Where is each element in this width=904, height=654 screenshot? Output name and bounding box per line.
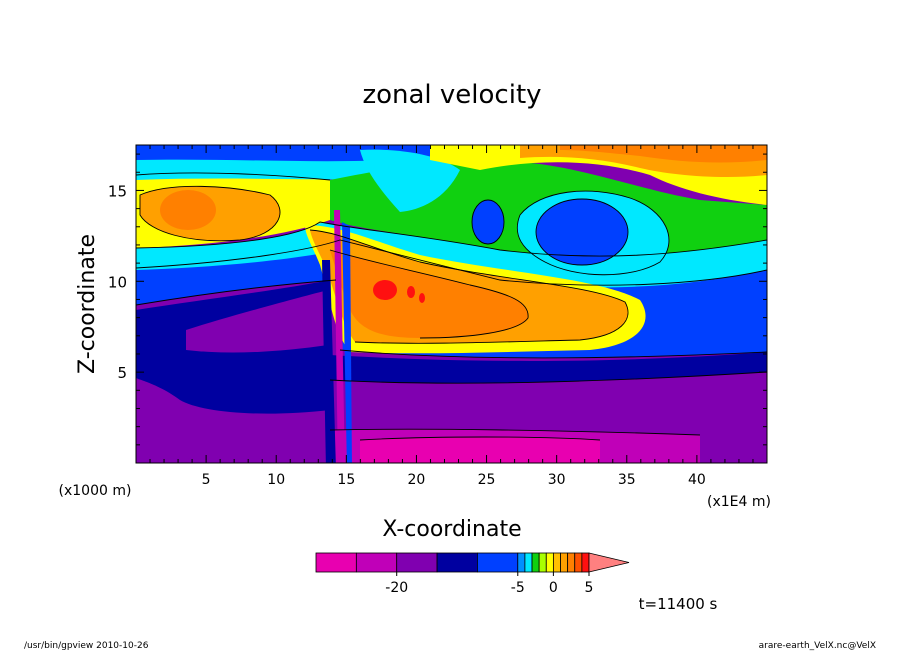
contour-field bbox=[136, 145, 767, 463]
band-mid-purple bbox=[186, 290, 328, 353]
jet-core-red bbox=[373, 280, 397, 300]
top-left-cyan bbox=[136, 158, 430, 180]
colorbar-box bbox=[436, 552, 478, 573]
band-lower-pink bbox=[360, 437, 600, 463]
colorbar-label: 0 bbox=[549, 580, 558, 596]
y-axis-ticks: 5 10 15 bbox=[108, 153, 767, 446]
footer-left: /usr/bin/gpview 2010-10-26 bbox=[24, 641, 149, 651]
wave-stripe-1 bbox=[322, 260, 336, 463]
x-tick-label: 40 bbox=[688, 472, 706, 488]
y-tick-label: 10 bbox=[108, 273, 127, 291]
colorbar-box bbox=[355, 552, 398, 573]
x-tick-label: 30 bbox=[548, 472, 566, 488]
colorbar-box bbox=[396, 552, 438, 573]
colorbar-box bbox=[531, 552, 540, 573]
colorbar-box bbox=[538, 552, 547, 573]
wave-stripe-2 bbox=[334, 210, 345, 463]
y-tick-label: 15 bbox=[108, 182, 127, 200]
cyan-near-x21 bbox=[360, 149, 460, 212]
colorbar-box bbox=[545, 552, 554, 573]
x-tick-label: 35 bbox=[618, 472, 636, 488]
colorbar-box bbox=[560, 552, 569, 573]
x-units-label: (x1E4 m) bbox=[707, 494, 771, 510]
x-tick-label: 5 bbox=[202, 472, 211, 488]
jet-core-red-3 bbox=[419, 293, 425, 303]
time-annotation: t=11400 s bbox=[639, 595, 718, 613]
colorbar bbox=[315, 552, 630, 573]
colorbar-box bbox=[581, 552, 590, 573]
footer-right: arare-earth_VelX.nc@VelX bbox=[758, 641, 876, 651]
x-axis-ticks: 5 10 15 20 25 30 35 40 bbox=[149, 145, 754, 488]
plot-frame bbox=[135, 144, 768, 464]
jet-core-red-2 bbox=[407, 286, 415, 298]
colorbar-box bbox=[552, 552, 561, 573]
blue-cell-x26 bbox=[472, 200, 504, 244]
colorbar-label: 5 bbox=[585, 580, 594, 596]
x-axis-label: X-coordinate bbox=[382, 517, 521, 542]
colorbar-box bbox=[517, 552, 526, 573]
colorbar-box bbox=[574, 552, 583, 573]
colorbar-overflow-arrow bbox=[588, 552, 630, 573]
y-tick-label: 5 bbox=[117, 364, 127, 382]
x-tick-label: 15 bbox=[337, 472, 355, 488]
upper-right-deep-orange bbox=[560, 145, 767, 163]
colorbar-box bbox=[524, 552, 533, 573]
chart-title: zonal velocity bbox=[362, 80, 541, 110]
blue-cell-x32 bbox=[536, 199, 628, 265]
colorbar-labels: -20 -5 0 5 bbox=[385, 572, 593, 596]
x-tick-label: 10 bbox=[267, 472, 285, 488]
y-axis-label: Z-coordinate bbox=[75, 234, 100, 374]
wave-stripe-3 bbox=[342, 222, 352, 463]
colorbar-box bbox=[567, 552, 576, 573]
colorbar-box bbox=[315, 552, 357, 573]
colorbar-label: -5 bbox=[511, 580, 525, 596]
upper-left-orange-core bbox=[160, 190, 216, 230]
colorbar-box bbox=[477, 552, 519, 573]
jet-deep-orange bbox=[330, 250, 529, 338]
x-tick-label: 25 bbox=[478, 472, 496, 488]
colorbar-label: -20 bbox=[385, 580, 408, 596]
x-tick-label: 20 bbox=[408, 472, 426, 488]
y-units-label: (x1000 m) bbox=[59, 483, 132, 499]
